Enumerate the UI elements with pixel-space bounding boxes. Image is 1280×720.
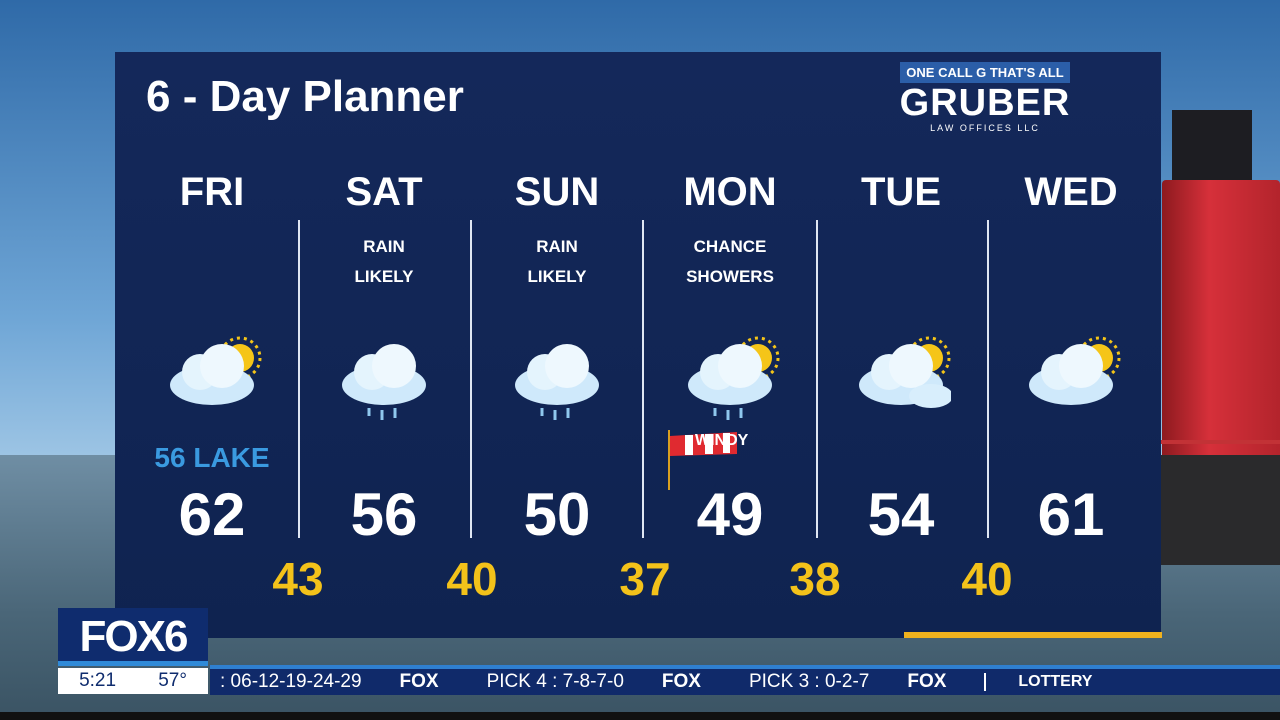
sponsor-sub: LAW OFFICES LLC	[930, 123, 1040, 133]
condition: RAIN LIKELY	[299, 232, 469, 292]
day-name: TUE	[861, 170, 941, 214]
condition-line: LIKELY	[527, 267, 587, 286]
day-column: SAT RAIN LIKELY 56	[299, 170, 469, 548]
day-column: MON CHANCE SHOWERS WINDY 49	[645, 170, 815, 548]
high-temp: 62	[178, 481, 246, 548]
fox-logo: FOX	[661, 671, 701, 692]
condition	[986, 232, 1156, 292]
windy-label: WINDY	[695, 432, 749, 449]
condition-line: RAIN	[536, 237, 578, 256]
low-temp: 43	[272, 553, 324, 605]
condition-line: RAIN	[363, 237, 405, 256]
condition: RAIN LIKELY	[472, 232, 642, 292]
day-name: FRI	[179, 170, 245, 214]
condition-line: CHANCE	[693, 237, 767, 256]
rain-cloud-icon	[342, 344, 426, 420]
sponsor-name: GRUBER	[899, 82, 1071, 124]
low-temp: 38	[789, 553, 841, 605]
day-name: SUN	[514, 170, 600, 214]
windsock-icon	[668, 430, 737, 490]
low-temp: 37	[619, 553, 671, 605]
low-temp: 40	[446, 553, 498, 605]
accent-bar	[904, 632, 1162, 638]
sun-showers-icon	[688, 336, 780, 420]
column-divider	[816, 220, 818, 538]
fox-logo: FOX	[907, 671, 947, 692]
condition-line: LIKELY	[354, 267, 414, 286]
column-divider	[470, 220, 472, 538]
ticker-item: PICK 3 : 0-2-7	[748, 671, 870, 692]
column-divider	[987, 220, 989, 538]
forecast-panel	[115, 52, 1161, 638]
condition	[127, 232, 297, 292]
station-logo: FOX6	[58, 608, 208, 666]
clock-temp: 5:21 57°	[58, 668, 208, 694]
condition-line: SHOWERS	[686, 267, 774, 286]
sponsor-logo: ONE CALL G THAT'S ALL GRUBER LAW OFFICES…	[890, 62, 1080, 133]
column-divider	[298, 220, 300, 538]
mostly-cloudy-icon	[859, 336, 951, 408]
news-ticker: : 06-12-19-24-29 FOX PICK 4 : 7-8-7-0 FO…	[210, 665, 1280, 695]
day-name: WED	[1024, 170, 1118, 214]
current-temp: 57°	[158, 670, 187, 691]
partly-sunny-icon	[170, 336, 262, 405]
lake-temp: 56 LAKE	[154, 442, 270, 473]
pier	[1160, 455, 1280, 565]
ticker-item: PICK 4 : 7-8-7-0	[486, 671, 624, 692]
condition	[816, 232, 986, 292]
high-temp: 54	[867, 481, 935, 548]
high-temp: 56	[350, 481, 418, 548]
ticker-item: : 06-12-19-24-29	[220, 671, 362, 692]
day-column: SUN RAIN LIKELY 50	[472, 170, 642, 548]
lighthouse-lantern	[1172, 110, 1252, 182]
fox-logo: FOX	[399, 671, 439, 692]
high-temp: 49	[696, 481, 764, 548]
day-column: FRI 56 LAKE 62	[127, 170, 297, 548]
day-name: SAT	[345, 170, 423, 214]
column-divider	[642, 220, 644, 538]
time: 5:21	[79, 670, 117, 691]
low-temp: 40	[961, 553, 1013, 605]
rain-cloud-icon	[515, 344, 599, 420]
bottom-bar	[0, 712, 1280, 720]
ticker-section: LOTTERY	[984, 673, 1092, 691]
high-temp: 50	[523, 481, 591, 548]
page-title: 6 - Day Planner	[146, 72, 464, 121]
pier-railing	[1160, 440, 1280, 460]
sponsor-tagline: ONE CALL G THAT'S ALL	[900, 62, 1070, 83]
day-name: MON	[683, 170, 777, 214]
partly-sunny-icon	[1029, 336, 1121, 405]
lighthouse	[1162, 180, 1280, 460]
day-column: WED 61	[986, 170, 1156, 548]
condition: CHANCE SHOWERS	[645, 232, 815, 292]
day-column: TUE 54	[816, 170, 986, 548]
high-temp: 61	[1037, 481, 1105, 548]
